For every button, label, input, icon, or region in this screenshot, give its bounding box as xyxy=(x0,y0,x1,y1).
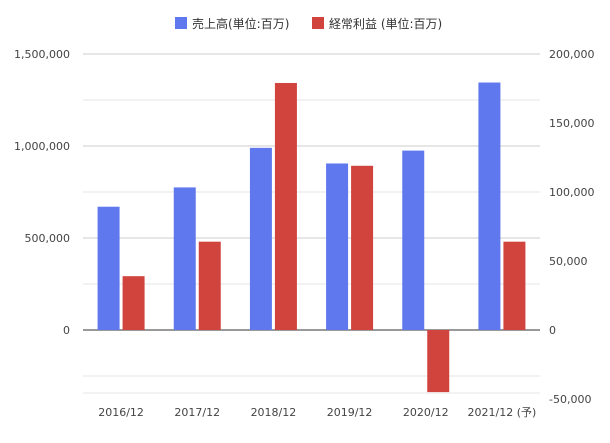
bar-profit-3 xyxy=(351,165,374,330)
y-right-tick-label: 100,000 xyxy=(549,186,595,199)
bar-profit-4 xyxy=(427,330,450,393)
x-tick-label: 2019/12 xyxy=(327,406,373,419)
y-left-tick-label: 1,500,000 xyxy=(14,48,70,61)
legend-swatch-profit xyxy=(312,17,324,29)
y-left-tick-label: 1,000,000 xyxy=(14,140,70,153)
bar-profit-2 xyxy=(274,82,297,330)
y-right-tick-label: 0 xyxy=(549,324,556,337)
x-tick-label: 2017/12 xyxy=(174,406,220,419)
bar-sales-5 xyxy=(478,82,501,331)
bar-profit-1 xyxy=(198,241,221,330)
y-left-tick-label: 500,000 xyxy=(25,232,71,245)
bar-sales-2 xyxy=(249,147,272,330)
bar-profit-5 xyxy=(503,241,526,330)
x-tick-label: 2018/12 xyxy=(251,406,297,419)
legend-swatch-sales xyxy=(175,17,187,29)
legend-label-profit: 経常利益 (単位:百万) xyxy=(329,16,442,31)
axes: 2016/12 2017/12 2018/12 2019/12 2020/12 2021/… xyxy=(14,48,594,419)
bar-sales-3 xyxy=(326,163,349,330)
bar-sales-4 xyxy=(402,150,425,330)
y-right-tick-label: 200,000 xyxy=(549,48,595,61)
bar-profit-0 xyxy=(122,276,145,330)
bar-sales-1 xyxy=(173,187,196,330)
bar-sales-0 xyxy=(97,206,120,330)
x-tick-label: 2020/12 xyxy=(403,406,449,419)
y-right-tick-label: -50,000 xyxy=(549,393,591,406)
y-right-tick-label: 50,000 xyxy=(549,255,588,268)
grid-lines xyxy=(83,53,540,394)
bars xyxy=(97,82,526,393)
y-right-tick-label: 150,000 xyxy=(549,117,595,130)
legend-label-sales: 売上高(単位:百万) xyxy=(192,16,289,31)
x-tick-label: 2016/12 xyxy=(98,406,144,419)
legend: 売上高(単位:百万) 経常利益 (単位:百万) xyxy=(175,16,442,31)
x-tick-label: 2021/12 (予) xyxy=(468,406,537,419)
y-left-tick-label: 0 xyxy=(63,324,70,337)
